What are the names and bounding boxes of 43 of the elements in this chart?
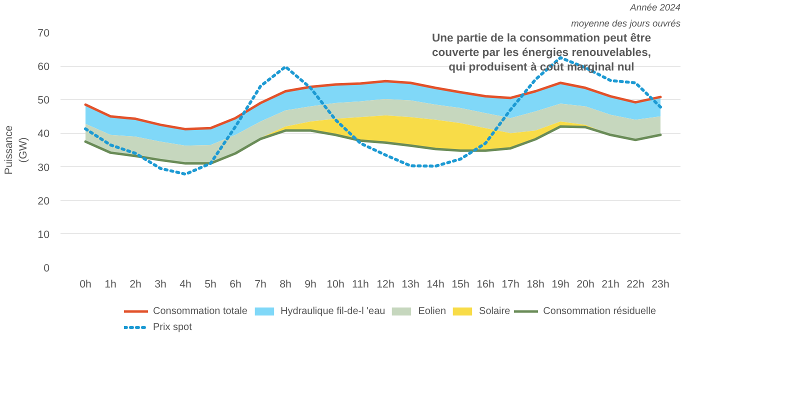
legend-label: Eolien [418,305,446,317]
chart-subtitle: moyenne des jours ouvrés [571,18,681,28]
legend-label: Prix spot [152,321,192,333]
x-tick-label: 20h [576,278,594,290]
x-tick-label: 1h [104,278,116,290]
x-tick-label: 2h [130,278,142,290]
x-tick-label: 12h [376,278,394,290]
y-tick-label: 30 [38,162,50,174]
line-series [84,80,662,130]
line-series [84,125,662,165]
x-tick-label: 0h [80,278,92,290]
y-tick-label: 50 [38,94,50,107]
x-tick-label: 8h [280,278,292,290]
x-tick-label: 3h [154,278,166,290]
x-tick-label: 11h [352,278,370,290]
x-tick-label: 16h [476,278,494,290]
x-tick-label: 18h [526,278,544,290]
y-tick-label: 60 [38,61,50,74]
x-tick-label: 22h [626,278,644,290]
x-tick-label: 23h [652,278,670,290]
x-tick-label: 13h [402,278,420,290]
x-tick-label: 14h [426,278,444,290]
legend-label: Hydraulique fil-de-l 'eau [280,305,386,317]
x-tick-label: 21h [602,278,620,290]
x-tick-label: 5h [204,278,216,290]
y-tick-label: 20 [38,195,50,208]
x-tick-label: 10h [326,278,344,290]
x-tick-label: 17h [502,278,520,290]
y-tick-label: 10 [38,228,50,241]
legend-label: Consommation totale [152,305,248,317]
chart-title: Année 2024 [629,2,681,12]
x-tick-label: 7h [254,278,266,290]
y-tick-label: 70 [38,28,50,40]
x-tick-label: 15h [452,278,470,290]
legend-label: Solaire [479,305,510,317]
y-axis-title: Puissance (GW) [3,125,30,175]
x-tick-label: 9h [304,278,316,290]
x-tick-label: 6h [230,278,242,290]
y-tick-label: 0 [44,262,50,274]
x-tick-label: 19h [552,278,570,290]
y-tick-label: 40 [38,128,50,140]
x-tick-label: 4h [180,278,192,290]
legend-label: Consommation résiduelle [543,305,656,317]
